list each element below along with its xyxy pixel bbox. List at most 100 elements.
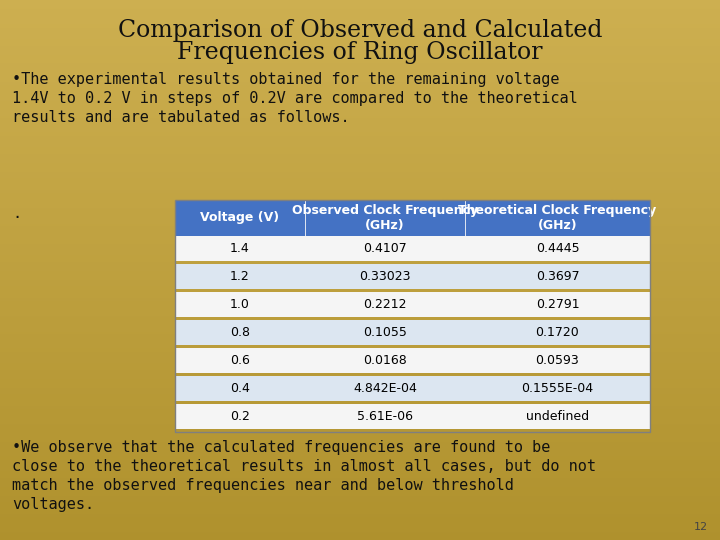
Bar bbox=[0, 513, 720, 514]
Bar bbox=[0, 167, 720, 168]
Bar bbox=[0, 236, 720, 237]
Bar bbox=[0, 147, 720, 148]
Bar bbox=[0, 253, 720, 254]
Bar bbox=[0, 141, 720, 142]
Bar bbox=[0, 217, 720, 218]
Bar bbox=[0, 308, 720, 309]
Bar bbox=[0, 96, 720, 97]
Bar bbox=[0, 498, 720, 499]
Bar bbox=[0, 280, 720, 281]
Bar bbox=[0, 168, 720, 169]
Bar bbox=[0, 91, 720, 92]
Bar bbox=[0, 537, 720, 538]
Bar bbox=[0, 413, 720, 414]
Bar bbox=[0, 260, 720, 261]
Bar bbox=[0, 23, 720, 24]
Bar bbox=[0, 422, 720, 423]
Bar bbox=[0, 299, 720, 300]
Text: undefined: undefined bbox=[526, 410, 589, 423]
Bar bbox=[0, 485, 720, 486]
Bar bbox=[0, 361, 720, 362]
Bar bbox=[0, 518, 720, 519]
Bar bbox=[0, 225, 720, 226]
Text: .: . bbox=[12, 206, 21, 221]
Bar bbox=[0, 208, 720, 209]
Bar bbox=[0, 539, 720, 540]
Bar bbox=[0, 223, 720, 224]
Bar bbox=[0, 477, 720, 478]
Bar bbox=[0, 401, 720, 402]
Bar bbox=[0, 282, 720, 283]
Bar bbox=[0, 287, 720, 288]
Bar bbox=[0, 242, 720, 243]
Bar bbox=[0, 2, 720, 3]
Bar bbox=[0, 19, 720, 20]
Bar bbox=[0, 412, 720, 413]
Bar bbox=[0, 445, 720, 446]
Bar bbox=[0, 25, 720, 26]
Bar bbox=[0, 169, 720, 170]
Bar bbox=[0, 425, 720, 426]
Bar bbox=[0, 286, 720, 287]
Bar bbox=[0, 125, 720, 126]
Bar bbox=[0, 457, 720, 458]
Bar bbox=[0, 345, 720, 346]
Bar bbox=[0, 471, 720, 472]
Bar bbox=[0, 488, 720, 489]
Bar bbox=[175, 404, 305, 429]
Bar bbox=[0, 79, 720, 80]
Bar bbox=[0, 502, 720, 503]
Text: 0.1555E-04: 0.1555E-04 bbox=[521, 382, 593, 395]
Bar bbox=[0, 462, 720, 463]
Bar bbox=[0, 138, 720, 139]
Bar bbox=[0, 196, 720, 197]
Bar bbox=[0, 482, 720, 483]
Bar bbox=[305, 320, 465, 345]
Bar bbox=[0, 356, 720, 357]
Bar bbox=[0, 164, 720, 165]
Bar bbox=[0, 8, 720, 9]
Bar bbox=[0, 47, 720, 48]
Bar bbox=[0, 67, 720, 68]
Bar bbox=[175, 200, 305, 236]
Bar bbox=[0, 206, 720, 207]
Bar bbox=[0, 355, 720, 356]
Bar bbox=[0, 377, 720, 378]
Bar bbox=[0, 427, 720, 428]
Bar bbox=[0, 90, 720, 91]
Bar bbox=[0, 59, 720, 60]
Bar bbox=[0, 222, 720, 223]
Bar bbox=[0, 442, 720, 443]
Bar bbox=[0, 321, 720, 322]
Bar bbox=[0, 324, 720, 325]
Bar bbox=[0, 248, 720, 249]
Bar bbox=[305, 236, 465, 261]
Bar bbox=[0, 187, 720, 188]
Bar bbox=[0, 358, 720, 359]
Bar bbox=[0, 382, 720, 383]
Bar bbox=[0, 346, 720, 347]
Bar bbox=[0, 535, 720, 536]
Bar bbox=[0, 158, 720, 159]
Bar bbox=[0, 212, 720, 213]
Bar bbox=[0, 7, 720, 8]
Bar bbox=[0, 149, 720, 150]
Bar bbox=[0, 456, 720, 457]
Bar bbox=[0, 468, 720, 469]
Bar bbox=[0, 439, 720, 440]
Bar bbox=[0, 188, 720, 189]
Bar bbox=[0, 46, 720, 47]
Bar bbox=[0, 354, 720, 355]
Bar bbox=[0, 185, 720, 186]
Bar bbox=[0, 516, 720, 517]
Bar bbox=[0, 163, 720, 164]
Text: 0.4107: 0.4107 bbox=[363, 242, 407, 255]
Bar bbox=[0, 479, 720, 480]
Bar bbox=[0, 353, 720, 354]
Bar bbox=[0, 521, 720, 522]
Bar bbox=[0, 113, 720, 114]
Bar bbox=[0, 119, 720, 120]
Bar bbox=[0, 423, 720, 424]
Bar bbox=[0, 458, 720, 459]
Bar bbox=[0, 437, 720, 438]
